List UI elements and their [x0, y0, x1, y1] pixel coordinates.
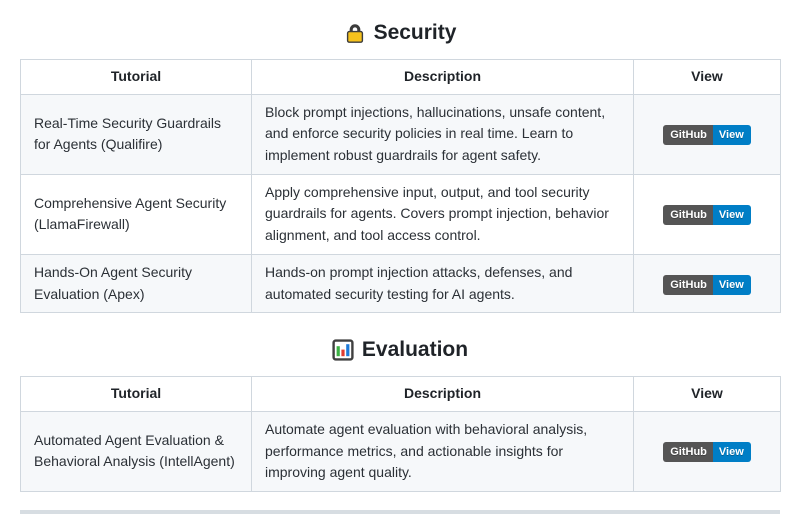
view-cell: GitHub View [633, 253, 781, 314]
badge-github-segment: GitHub [663, 442, 713, 463]
github-view-badge[interactable]: GitHub View [663, 442, 751, 463]
section-title-text: Evaluation [361, 338, 469, 362]
view-cell: GitHub View [633, 410, 781, 492]
column-header-view: View [633, 376, 781, 412]
section-title-text: Security [373, 21, 457, 44]
column-header-tutorial: Tutorial [20, 376, 252, 412]
evaluation-section-heading: Evaluation [20, 337, 780, 363]
security-section-heading: Security [20, 20, 780, 46]
view-cell: GitHub View [633, 93, 781, 175]
description-cell: Apply comprehensive input, output, and t… [251, 173, 634, 255]
tutorial-cell: Comprehensive Agent Security (LlamaFirew… [20, 173, 252, 255]
view-cell: GitHub View [633, 173, 781, 255]
badge-github-segment: GitHub [663, 125, 713, 146]
column-header-tutorial: Tutorial [20, 59, 252, 95]
tutorial-cell: Automated Agent Evaluation & Behavioral … [20, 410, 252, 492]
column-header-description: Description [251, 376, 634, 412]
badge-view-segment: View [712, 274, 751, 295]
badge-github-segment: GitHub [663, 205, 713, 226]
column-header-view: View [633, 59, 781, 95]
bar-chart-icon [332, 339, 354, 361]
column-header-description: Description [251, 59, 634, 95]
security-table: Tutorial Description View Real-Time Secu… [20, 59, 781, 314]
evaluation-table: Tutorial Description View Automated Agen… [20, 376, 781, 492]
readme-page: Security Tutorial Description View Real-… [0, 20, 800, 514]
table-row: Automated Agent Evaluation & Behavioral … [20, 410, 781, 492]
description-cell: Block prompt injections, hallucinations,… [251, 93, 634, 175]
github-view-badge[interactable]: GitHub View [663, 205, 751, 226]
table-row: Comprehensive Agent Security (LlamaFirew… [20, 173, 781, 255]
table-header-row: Tutorial Description View [20, 59, 781, 95]
table-header-row: Tutorial Description View [20, 376, 781, 412]
github-view-badge[interactable]: GitHub View [663, 125, 751, 146]
github-view-badge[interactable]: GitHub View [663, 274, 751, 295]
table-row: Hands-On Agent Security Evaluation (Apex… [20, 253, 781, 314]
table-row: Real-Time Security Guardrails for Agents… [20, 93, 781, 175]
lock-icon [344, 22, 366, 44]
badge-view-segment: View [712, 205, 751, 226]
tutorial-cell: Real-Time Security Guardrails for Agents… [20, 93, 252, 175]
tutorial-cell: Hands-On Agent Security Evaluation (Apex… [20, 253, 252, 314]
badge-github-segment: GitHub [663, 274, 713, 295]
badge-view-segment: View [712, 442, 751, 463]
description-cell: Hands-on prompt injection attacks, defen… [251, 253, 634, 314]
section-divider [20, 509, 780, 514]
description-cell: Automate agent evaluation with behaviora… [251, 410, 634, 492]
badge-view-segment: View [712, 125, 751, 146]
